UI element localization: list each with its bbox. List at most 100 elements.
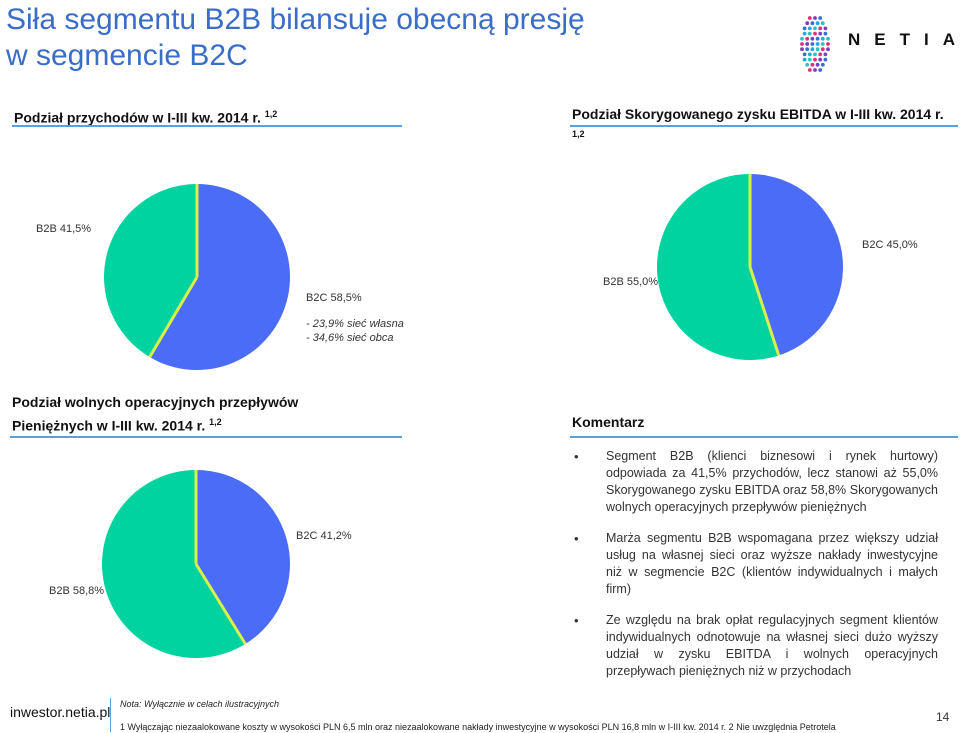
logo-dot	[813, 31, 817, 36]
logo-dot	[823, 57, 828, 62]
logo-dot	[818, 52, 823, 57]
logo-dot	[802, 52, 807, 57]
logo-dot	[805, 42, 810, 46]
ebitda-pie-chart	[657, 174, 843, 360]
revenue-title-sup: 1,2	[264, 109, 278, 119]
logo-dot	[800, 42, 804, 46]
logo-dot	[807, 16, 812, 20]
logo-dot	[820, 47, 825, 52]
logo-dot	[823, 26, 828, 31]
pie-slice-b2b	[101, 470, 246, 658]
cashflow-title-sup: 1,2	[209, 417, 222, 427]
ebitda-title-text: Podział Skorygowanego zysku EBITDA w I-I…	[572, 106, 944, 122]
cashflow-b2b-label: B2B 58,8%	[49, 585, 105, 597]
logo-dot	[826, 42, 830, 46]
pie-separator	[194, 563, 247, 645]
logo-dot	[807, 68, 812, 72]
logo-dot	[820, 36, 825, 41]
ebitda-title-sup: 1,2	[572, 129, 585, 139]
bullet-icon: •	[574, 613, 579, 628]
logo-dot	[813, 68, 817, 72]
cashflow-title-underline	[10, 436, 402, 438]
pie-slice-b2c	[149, 184, 290, 370]
logo-dot	[807, 57, 812, 62]
ebitda-b2b-label: B2B 55,0%	[603, 276, 659, 288]
logo-dot	[810, 62, 815, 67]
logo-dot	[818, 31, 823, 36]
comment-item: • Segment B2B (klienci biznesowi i rynek …	[572, 448, 938, 516]
logo-dot	[813, 57, 817, 62]
footer-footnote: 1 Wyłączając niezaalokowane koszty w wys…	[120, 722, 836, 732]
cashflow-title-line2: Pieniężnych w I-III kw. 2014 r.	[12, 417, 206, 434]
logo-dot	[815, 42, 820, 46]
logo-dot	[820, 21, 825, 26]
logo-dot	[800, 47, 804, 52]
logo-dot	[805, 36, 810, 41]
bullet-icon: •	[574, 449, 579, 464]
revenue-b2b-label: B2B 41,5%	[36, 223, 92, 235]
page-number: 14	[936, 710, 950, 724]
page-title: Siła segmentu B2B bilansuje obecną presj…	[6, 2, 585, 74]
logo-dot	[815, 47, 820, 52]
logo-dot	[820, 62, 825, 67]
bullet-icon: •	[574, 531, 579, 546]
revenue-section-title: Podział przychodów w I-III kw. 2014 r. 1…	[14, 104, 277, 128]
logo-dot	[813, 26, 817, 31]
pie-separator	[748, 266, 781, 356]
cashflow-b2c-label: B2C 41,2%	[296, 530, 352, 542]
comment-list: • Segment B2B (klienci biznesowi i rynek …	[572, 448, 938, 694]
logo-dot	[805, 47, 810, 52]
logo-dot	[807, 52, 812, 57]
logo-dot	[818, 26, 823, 31]
logo-dot	[810, 21, 815, 26]
logo-dot	[807, 31, 812, 36]
logo-dot	[805, 62, 810, 67]
footer-site-link[interactable]: inwestor.netia.pl	[10, 704, 111, 720]
page-title-line1: Siła segmentu B2B bilansuje obecną presj…	[6, 3, 585, 36]
logo-dot	[810, 42, 815, 46]
revenue-pie-chart	[104, 184, 290, 370]
logo-dot	[823, 52, 828, 57]
logo-dot	[818, 68, 823, 72]
revenue-note-2: - 34,6% sieć obca	[306, 332, 394, 344]
pie-slice-b2c	[750, 174, 843, 356]
comment-text-3: Ze względu na brak opłat regulacyjnych s…	[606, 613, 938, 678]
logo-dot	[818, 16, 823, 20]
logo-dot	[813, 16, 817, 20]
comment-section-title: Komentarz	[572, 414, 645, 430]
comment-title-underline	[570, 436, 958, 438]
netia-logo-icon	[800, 16, 830, 72]
revenue-note-1: - 23,9% sieć własna	[306, 318, 404, 330]
pie-slice-b2b	[657, 174, 779, 360]
comment-item: • Ze względu na brak opłat regulacyjnych …	[572, 612, 938, 680]
revenue-b2c-label: B2C 58,5%	[306, 292, 362, 304]
comment-text-2: Marża segmentu B2B wspomagana przez więk…	[606, 531, 938, 596]
logo-dot	[802, 31, 807, 36]
cashflow-title-line1: Podział wolnych operacyjnych przepływów	[12, 394, 299, 410]
logo-dot	[815, 36, 820, 41]
ebitda-section-title: Podział Skorygowanego zysku EBITDA w I-I…	[572, 104, 960, 148]
ebitda-b2c-label: B2C 45,0%	[862, 239, 918, 251]
logo-dot	[815, 21, 820, 26]
comment-text-1: Segment B2B (klienci biznesowi i rynek h…	[606, 449, 938, 514]
cashflow-section-title: Podział wolnych operacyjnych przepływów …	[12, 392, 298, 436]
logo-dot	[823, 31, 828, 36]
logo-dot	[802, 57, 807, 62]
logo-dot	[807, 26, 812, 31]
logo-dot	[810, 36, 815, 41]
logo-text: NETIA	[848, 30, 960, 49]
logo-dot	[815, 62, 820, 67]
ebitda-title-underline	[570, 125, 958, 127]
logo-dot	[810, 47, 815, 52]
logo-dot	[805, 21, 810, 26]
footer-note: Nota: Wyłącznie w celach ilustracyjnych	[120, 699, 280, 709]
footer-divider	[110, 698, 111, 732]
page-title-line2: w segmencie B2C	[6, 39, 248, 72]
logo-dot	[820, 42, 825, 46]
logo-dot	[818, 57, 823, 62]
comment-item: • Marża segmentu B2B wspomagana przez wię…	[572, 530, 938, 598]
revenue-title-underline	[12, 125, 402, 127]
revenue-title-text: Podział przychodów w I-III kw. 2014 r.	[14, 109, 261, 126]
logo-dot	[826, 36, 830, 41]
logo-dot	[813, 52, 817, 57]
